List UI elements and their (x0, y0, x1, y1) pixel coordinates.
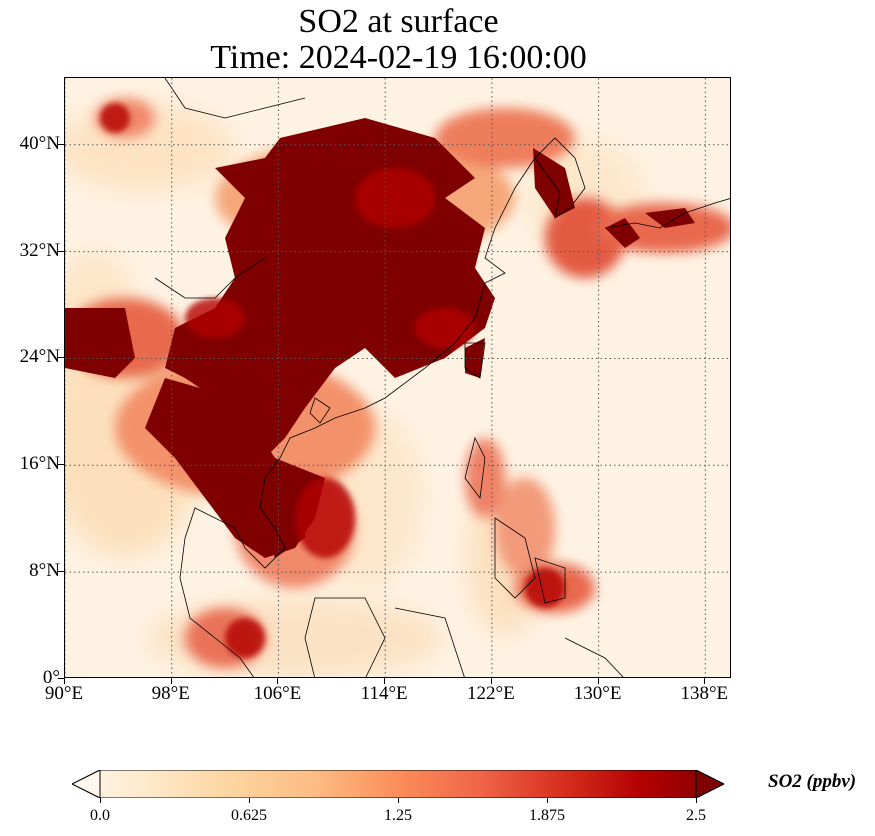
colorbar-body (72, 770, 724, 798)
lat-label: 24°N (19, 346, 60, 368)
lat-tick (58, 357, 64, 359)
lat-tick (58, 571, 64, 573)
map-panel (64, 77, 731, 678)
gridlines (65, 78, 730, 677)
coastlines (154, 78, 730, 677)
so2-field-map (65, 78, 730, 677)
colorbar-tick-label: 1.875 (529, 807, 565, 824)
lon-tick (170, 678, 172, 684)
lat-tick (58, 143, 64, 145)
lat-label: 40°N (19, 132, 60, 154)
lat-label: 8°N (29, 560, 60, 582)
colorbar-max-extend (695, 770, 724, 798)
colorbar-min-extend (72, 770, 101, 798)
lat-label: 16°N (19, 453, 60, 475)
colorbar-tick (398, 798, 399, 803)
colorbar-tick (100, 798, 101, 803)
lon-tick (704, 678, 706, 684)
lon-tick (597, 678, 599, 684)
colorbar-tick (547, 798, 548, 803)
colorbar-tick-label: 1.25 (384, 807, 412, 824)
lat-tick (58, 678, 64, 679)
colorbar-label: SO2 (ppbv) (768, 771, 857, 792)
lat-tick (58, 250, 64, 252)
lon-tick (490, 678, 492, 684)
plot-title-line2: Time: 2024-02-19 16:00:00 (210, 39, 587, 76)
lon-tick (64, 678, 65, 684)
high-so2-edges (100, 103, 565, 658)
lon-label: 122°E (467, 683, 515, 704)
colorbar-tick-label: 0.0 (90, 807, 110, 824)
lon-label: 90°E (44, 683, 84, 704)
lat-tick (58, 464, 64, 466)
lat-label: 32°N (19, 239, 60, 261)
lon-tick (384, 678, 386, 684)
lon-label: 130°E (573, 683, 622, 704)
colorbar-tick (696, 798, 697, 803)
colorbar-tick-label: 0.625 (231, 807, 267, 824)
lon-label: 114°E (360, 683, 408, 704)
colorbar (72, 770, 724, 798)
lat-label: 0° (42, 667, 60, 688)
lon-label: 138°E (680, 683, 729, 704)
plot-title-line1: SO2 at surface (298, 3, 499, 40)
lon-tick (277, 678, 279, 684)
lon-label: 98°E (151, 683, 190, 704)
colorbar-tick (249, 798, 250, 803)
lon-label: 106°E (253, 683, 302, 704)
colorbar-tick-label: 2.5 (686, 807, 706, 824)
